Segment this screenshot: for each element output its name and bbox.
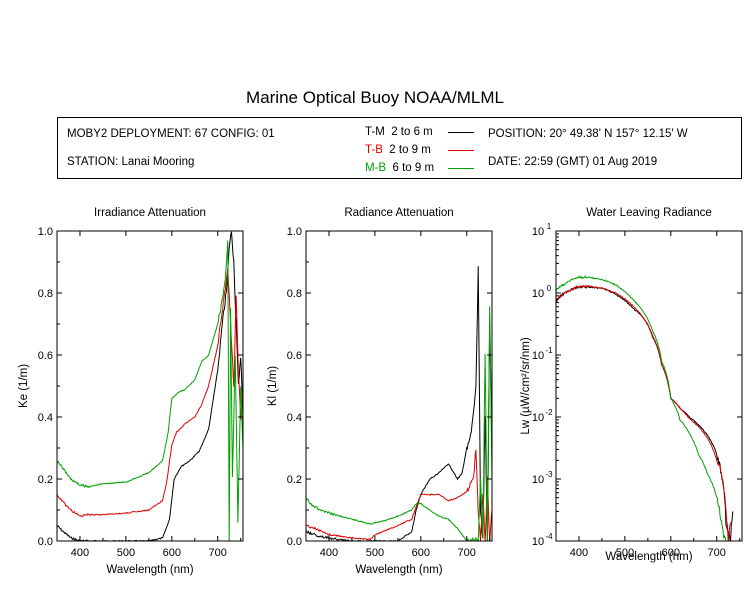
- y-tick-exponent: -3: [545, 470, 553, 479]
- x-axis-label: Wavelength (nm): [605, 551, 692, 563]
- series-line-m-b: [556, 275, 727, 541]
- series-line-m-b: [306, 306, 492, 541]
- y-tick-exponent: 0: [547, 284, 552, 293]
- x-tick-label: 500: [366, 547, 384, 559]
- legend-name: T-M: [365, 126, 385, 138]
- y-tick-exponent: -4: [545, 532, 553, 541]
- y-tick-label: 10: [532, 226, 544, 238]
- y-axis-label: Lw (µW/cm²/sr/nm): [520, 337, 532, 435]
- legend-line-tb: [448, 150, 474, 151]
- position-text: POSITION: 20° 49.38' N 157° 12.15' W: [488, 128, 688, 140]
- chart-2: Radiance Attenuation 400 500 600 700 0.0 0.2 0.…: [267, 207, 493, 576]
- y-tick-label: 1.0: [38, 226, 53, 238]
- y-tick-label: 10: [532, 536, 544, 548]
- x-tick-label: 700: [209, 547, 227, 559]
- chart-title: Water Leaving Radiance: [586, 207, 712, 219]
- plot-area: [306, 266, 492, 541]
- series-line-t-b: [57, 268, 243, 518]
- x-axis-label: Wavelength (nm): [355, 564, 442, 576]
- y-tick-label: 1.0: [287, 226, 302, 238]
- x-axis-label: Wavelength (nm): [106, 564, 193, 576]
- y-axis-label: Kl (1/m): [267, 366, 279, 406]
- page-title: Marine Optical Buoy NOAA/MLML: [246, 88, 504, 107]
- y-tick-exponent: -1: [545, 346, 553, 355]
- chart-title: Irradiance Attenuation: [94, 207, 206, 219]
- legend-line-mb: [448, 168, 474, 169]
- y-tick-label: 0.8: [287, 288, 302, 300]
- y-tick-label: 0.6: [287, 350, 302, 362]
- x-tick-label: 500: [117, 547, 135, 559]
- legend-item-tb: T-B 2 to 9 m: [365, 144, 431, 156]
- chart-1: Irradiance Attenuation 400 500 600 700 0.0 0.2…: [18, 207, 244, 576]
- y-axis-label: Ke (1/m): [18, 364, 30, 408]
- legend-name: T-B: [365, 144, 383, 156]
- y-tick-label: 0.8: [38, 288, 53, 300]
- x-tick-label: 400: [320, 547, 338, 559]
- y-tick-label: 10: [532, 350, 544, 362]
- x-tick-label: 600: [412, 547, 430, 559]
- plot-area: [556, 275, 734, 541]
- x-tick-label: 600: [163, 547, 181, 559]
- y-tick-label: 0.4: [287, 412, 302, 424]
- x-tick-label: 600: [662, 547, 680, 559]
- plot-area: [57, 231, 243, 541]
- legend-name: M-B: [365, 162, 387, 174]
- series-line-m-b: [57, 240, 243, 541]
- legend-range: 6 to 9 m: [392, 162, 435, 174]
- y-tick-label: 0.0: [38, 536, 53, 548]
- y-tick-label: 0.2: [38, 474, 53, 486]
- x-tick-label: 500: [616, 547, 634, 559]
- series-line-t-m: [556, 285, 734, 541]
- legend-range: 2 to 6 m: [391, 126, 433, 138]
- date-text: DATE: 22:59 (GMT) 01 Aug 2019: [488, 156, 658, 168]
- y-tick-exponent: -2: [545, 408, 553, 417]
- series-line-t-m: [57, 231, 243, 541]
- series-line-t-b: [556, 284, 731, 541]
- y-tick-exponent: 1: [547, 222, 552, 231]
- series-line-t-b: [306, 449, 492, 541]
- legend-line-tm: [448, 132, 474, 133]
- y-tick-label: 0.6: [38, 350, 53, 362]
- x-tick-label: 400: [71, 547, 89, 559]
- x-tick-label: 700: [708, 547, 726, 559]
- plot-frame: [555, 230, 743, 542]
- info-box: MOBY2 DEPLOYMENT: 67 CONFIG: 01 STATION:…: [57, 117, 742, 179]
- x-tick-label: 400: [570, 547, 588, 559]
- station-text: STATION: Lanai Mooring: [67, 156, 195, 168]
- plot-frame: [305, 230, 493, 542]
- deployment-text: MOBY2 DEPLOYMENT: 67 CONFIG: 01: [67, 128, 275, 140]
- y-tick-label: 0.2: [287, 474, 302, 486]
- y-tick-label: 0.4: [38, 412, 53, 424]
- x-tick-label: 700: [458, 547, 476, 559]
- series-line-t-m: [306, 266, 492, 541]
- y-tick-label: 10: [532, 474, 544, 486]
- legend-item-tm: T-M 2 to 6 m: [365, 126, 433, 138]
- legend-range: 2 to 9 m: [389, 144, 431, 156]
- y-tick-label: 10: [532, 288, 544, 300]
- chart-title: Radiance Attenuation: [344, 207, 453, 219]
- legend-item-mb: M-B 6 to 9 m: [365, 162, 434, 174]
- y-tick-label: 0.0: [287, 536, 302, 548]
- y-tick-label: 10: [532, 412, 544, 424]
